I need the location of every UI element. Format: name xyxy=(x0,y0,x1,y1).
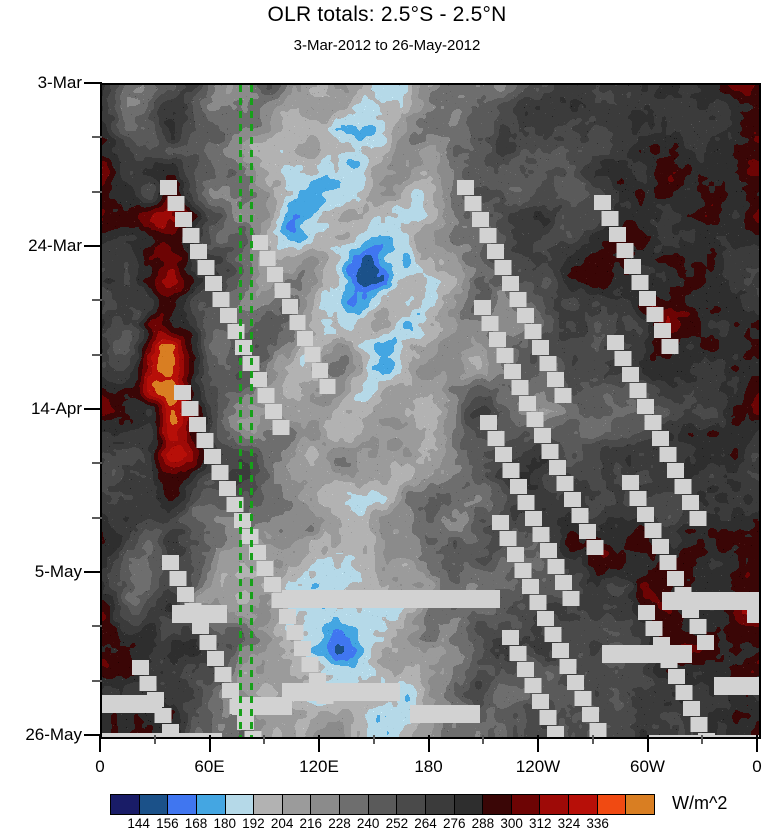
x-tick-major xyxy=(427,735,430,752)
x-tick-minor xyxy=(591,735,594,744)
y-tick-label: 14-Apr xyxy=(30,399,82,418)
x-tick-major xyxy=(318,735,320,752)
colorbar-tick-label: 180 xyxy=(213,816,236,831)
colorbar-swatch xyxy=(569,795,598,814)
x-tick-minor xyxy=(701,735,704,744)
green-dashed-meridian-1 xyxy=(239,85,242,737)
colorbar-tick-label: 192 xyxy=(242,816,265,831)
x-tick-minor xyxy=(372,735,375,744)
colorbar-swatch xyxy=(368,795,398,814)
y-tick-minor xyxy=(92,299,102,302)
y-tick-major xyxy=(84,734,102,736)
colorbar-swatch xyxy=(340,795,369,814)
olr-field-canvas xyxy=(102,85,759,737)
colorbar-swatch xyxy=(196,795,226,814)
x-tick-major xyxy=(208,735,211,752)
colorbar-tick-label: 264 xyxy=(414,816,437,831)
x-tick-minor xyxy=(482,735,485,744)
colorbar-swatch xyxy=(425,795,455,814)
y-tick-label: 26-May xyxy=(25,725,82,744)
y-tick-minor xyxy=(92,136,102,139)
x-tick-minor xyxy=(263,735,266,744)
colorbar-tick-label: 288 xyxy=(471,816,495,831)
x-tick-major xyxy=(99,735,101,752)
x-tick-label: 0 xyxy=(752,757,762,776)
colorbar-swatch xyxy=(225,795,255,814)
colorbar-tick-label: 300 xyxy=(500,816,523,831)
y-tick-minor xyxy=(92,353,102,356)
x-tick-label: 180 xyxy=(414,757,443,776)
y-tick-major xyxy=(84,408,102,410)
colorbar-tick-label: 216 xyxy=(299,816,323,831)
colorbar-swatch xyxy=(454,795,484,814)
colorbar-swatch xyxy=(511,795,541,814)
colorbar-tick-label: 144 xyxy=(127,816,150,831)
y-tick-label: 24-Mar xyxy=(28,236,82,255)
chart-title: OLR totals: 2.5°S - 2.5°N xyxy=(267,3,507,26)
y-tick-minor xyxy=(92,190,102,193)
x-tick-label: 60W xyxy=(630,757,665,776)
colorbar-tick-label: 156 xyxy=(156,816,179,831)
x-tick-label: 120W xyxy=(515,757,561,776)
colorbar-swatch xyxy=(397,795,426,814)
x-tick-major xyxy=(756,735,758,752)
colorbar-swatch xyxy=(483,795,512,814)
colorbar-tick-label: 240 xyxy=(356,816,380,831)
green-dashed-meridian-2 xyxy=(250,85,253,737)
colorbar-swatch xyxy=(626,795,654,814)
colorbar-tick-label: 204 xyxy=(270,816,294,831)
colorbar-swatch xyxy=(311,795,340,814)
colorbar-tick-label: 252 xyxy=(385,816,409,831)
colorbar-swatch xyxy=(111,795,140,814)
x-tick-label: 0 xyxy=(95,757,105,776)
x-tick-label: 120E xyxy=(299,757,339,776)
colorbar-tick-label: 312 xyxy=(528,816,552,831)
colorbar[interactable] xyxy=(110,794,655,815)
colorbar-swatch xyxy=(168,795,197,814)
y-tick-major xyxy=(84,571,102,573)
y-tick-minor xyxy=(92,625,102,628)
olr-heatmap-field xyxy=(102,85,759,737)
colorbar-swatch xyxy=(540,795,569,814)
colorbar-tick-label: 228 xyxy=(328,816,351,831)
colorbar-tick-label: 324 xyxy=(557,816,581,831)
colorbar-labels: 144 156 168 180 192 204 216 228 240 252 264 276 288 3… xyxy=(110,816,655,832)
colorbar-tick-label: 336 xyxy=(586,816,609,831)
chart-subtitle: 3-Mar-2012 to 26-May-2012 xyxy=(293,37,481,54)
x-tick-major xyxy=(646,735,649,752)
x-tick-major xyxy=(537,735,539,752)
colorbar-swatch xyxy=(597,795,627,814)
y-tick-label: 5-May xyxy=(34,562,82,581)
colorbar-units-label: W/m^2 xyxy=(672,793,728,813)
colorbar-swatch xyxy=(254,795,283,814)
hovmoller-plot-area[interactable] xyxy=(100,83,761,739)
x-tick-label: 60E xyxy=(194,757,225,776)
y-tick-label: 3-Mar xyxy=(37,73,82,92)
y-tick-minor xyxy=(92,516,102,519)
colorbar-tick-label: 276 xyxy=(442,816,466,831)
x-tick-minor xyxy=(153,735,156,744)
y-tick-minor xyxy=(92,679,102,682)
y-tick-major xyxy=(84,82,102,84)
colorbar-swatch xyxy=(139,795,169,814)
colorbar-tick-label: 168 xyxy=(184,816,208,831)
y-tick-minor xyxy=(92,462,102,465)
y-tick-major xyxy=(84,245,102,247)
colorbar-swatch xyxy=(282,795,312,814)
